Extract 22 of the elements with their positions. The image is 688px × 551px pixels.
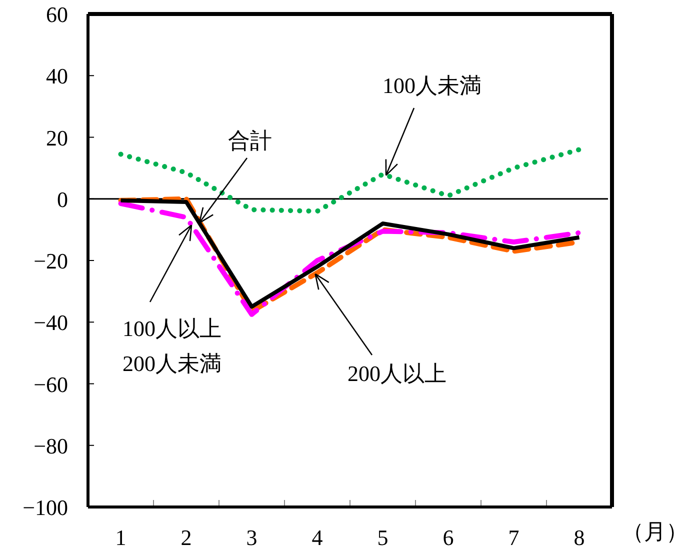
x-tick-label: 8 <box>574 525 585 550</box>
y-tick-label: −80 <box>34 433 68 458</box>
y-tick-label: 40 <box>46 64 68 89</box>
x-tick-label: 1 <box>115 525 126 550</box>
text: 200人以上 <box>348 361 446 386</box>
y-tick-label: −60 <box>34 372 68 397</box>
x-axis-title: （月） <box>622 519 688 544</box>
text: 100人未満 <box>382 73 482 98</box>
y-tick-label: −100 <box>22 495 68 520</box>
x-tick-label: 6 <box>442 525 454 550</box>
y-tick-label: 20 <box>46 125 68 150</box>
x-tick-label: 7 <box>508 525 520 550</box>
x-tick-label: 5 <box>377 525 388 550</box>
y-tick-label: 0 <box>57 186 68 212</box>
series-label: 100人以上 200人未満 <box>122 316 222 376</box>
y-tick-label: −20 <box>34 248 68 274</box>
text: 合計 <box>228 128 272 153</box>
x-tick-label: 3 <box>246 525 258 550</box>
y-tick-label: 60 <box>46 2 68 27</box>
x-tick-label: 2 <box>180 525 192 550</box>
y-tick-label: −40 <box>34 310 68 336</box>
x-tick-label: 4 <box>312 525 323 550</box>
